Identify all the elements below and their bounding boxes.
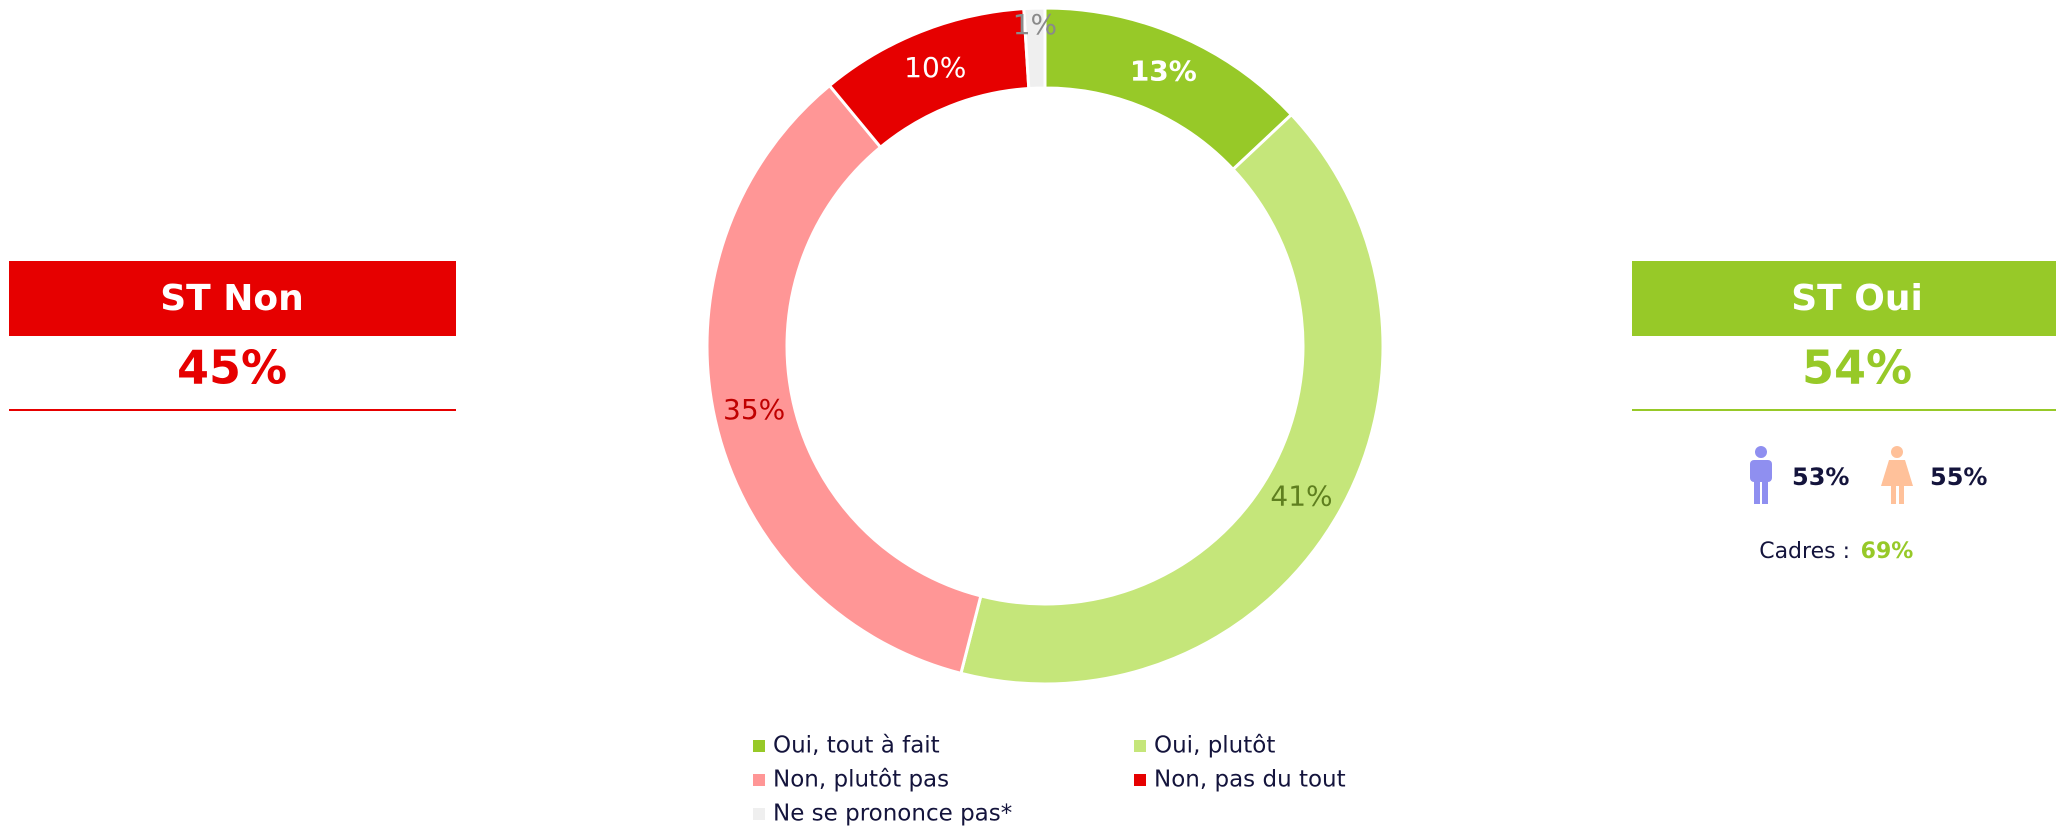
women-value: 55% xyxy=(1930,463,1987,491)
summary-header xyxy=(9,261,456,336)
legend-label: Non, pas du tout xyxy=(1154,767,1346,793)
summary-header xyxy=(1632,261,2056,336)
slice-label: 1% xyxy=(1013,8,1057,41)
legend-swatch xyxy=(753,774,765,786)
legend-swatch xyxy=(1134,740,1146,752)
slice xyxy=(1043,6,1294,172)
legend-label: Ne se prononce pas* xyxy=(773,801,1012,827)
cadres-value: 69% xyxy=(1861,539,1914,564)
summary-title: ST Oui xyxy=(1791,278,1923,319)
slice xyxy=(959,112,1385,686)
man-icon xyxy=(1750,446,1772,504)
legend-swatch xyxy=(753,740,765,752)
legend-label: Non, plutôt pas xyxy=(773,767,949,793)
legend-swatch xyxy=(1134,774,1146,786)
legend-label: Oui, tout à fait xyxy=(773,733,940,759)
slice-label: 41% xyxy=(1270,480,1332,513)
men-value: 53% xyxy=(1792,463,1849,491)
summary-title: ST Non xyxy=(160,278,304,319)
legend-swatch xyxy=(753,808,765,820)
slice-label: 13% xyxy=(1130,55,1197,88)
summary-value: 45% xyxy=(177,341,287,395)
legend-label: Oui, plutôt xyxy=(1154,733,1275,759)
woman-icon xyxy=(1881,446,1913,504)
slice-label: 35% xyxy=(723,393,785,426)
cadres-label: Cadres : xyxy=(1759,539,1850,564)
slice xyxy=(705,83,983,676)
slice-label: 10% xyxy=(904,51,966,84)
summary-value: 54% xyxy=(1802,341,1912,395)
slice xyxy=(1022,6,1047,91)
